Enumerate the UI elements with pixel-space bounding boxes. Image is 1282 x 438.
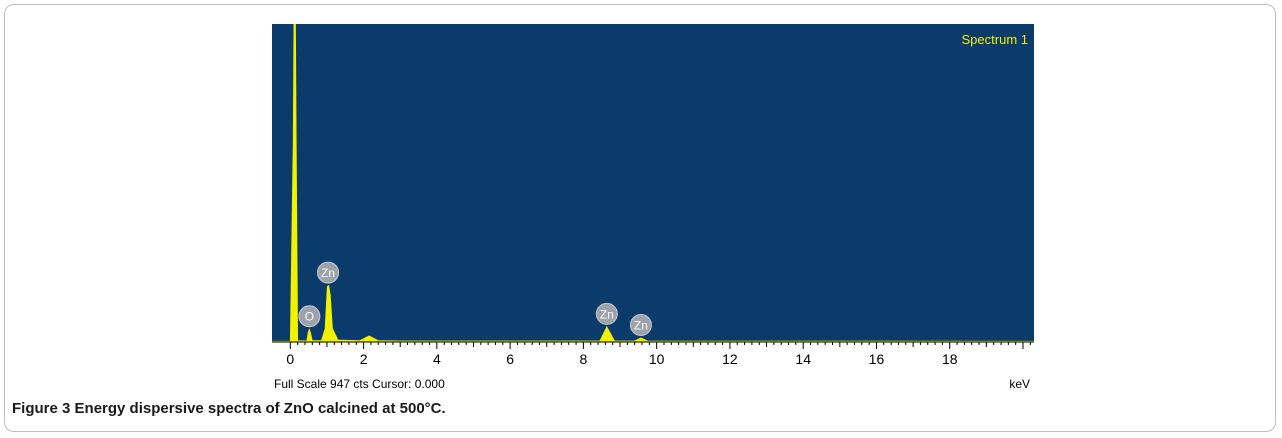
figure-caption-text: Energy dispersive spectra of ZnO calcine… <box>70 400 446 417</box>
peak-marker-label: Zn <box>600 307 614 321</box>
plot-area <box>272 24 1034 342</box>
x-tick-label: 8 <box>579 351 587 367</box>
x-axis-unit-label: keV <box>1009 377 1030 391</box>
spectrum-series-1 <box>271 23 1035 343</box>
peak-marker-circle <box>629 313 652 336</box>
peak-marker: O <box>298 305 321 328</box>
x-tick-label: 14 <box>795 351 811 367</box>
x-tick-label: 12 <box>722 351 738 367</box>
x-tick-label: 2 <box>360 351 368 367</box>
x-tick-label: 6 <box>506 351 514 367</box>
peak-marker-label: O <box>305 310 314 324</box>
peak-marker: Zn <box>317 261 340 284</box>
peak-marker: Zn <box>629 313 652 336</box>
peak-marker-circle <box>317 261 340 284</box>
eds-spectrum-chart: Spectrum 1 O Zn Zn Zn 0 2 4 6 8 10 12 14 16 18 Full … <box>271 23 1035 394</box>
x-tick-label: 4 <box>433 351 441 367</box>
spectrum-layer <box>271 23 1035 343</box>
x-axis-tick-labels: 0 2 4 6 8 10 12 14 16 18 <box>286 351 957 367</box>
chart-title: Spectrum 1 <box>962 32 1028 47</box>
figure-label: Figure 3 <box>12 400 71 417</box>
x-axis-ticks <box>289 342 1031 349</box>
peak-marker-circle <box>298 305 321 328</box>
x-tick-label: 18 <box>942 351 958 367</box>
peak-marker-layer: O Zn Zn Zn <box>298 261 652 336</box>
peak-marker-label: Zn <box>634 318 648 332</box>
peak-marker: Zn <box>595 302 618 325</box>
figure-caption: Figure 3 Energy dispersive spectra of Zn… <box>12 400 1262 417</box>
footer-status: Full Scale 947 cts Cursor: 0.000 <box>274 377 445 391</box>
x-tick-label: 16 <box>869 351 885 367</box>
peak-marker-circle <box>595 302 618 325</box>
x-axis-band <box>272 342 1034 394</box>
x-tick-label: 10 <box>649 351 665 367</box>
x-tick-label: 0 <box>286 351 294 367</box>
peak-marker-label: Zn <box>321 266 335 280</box>
